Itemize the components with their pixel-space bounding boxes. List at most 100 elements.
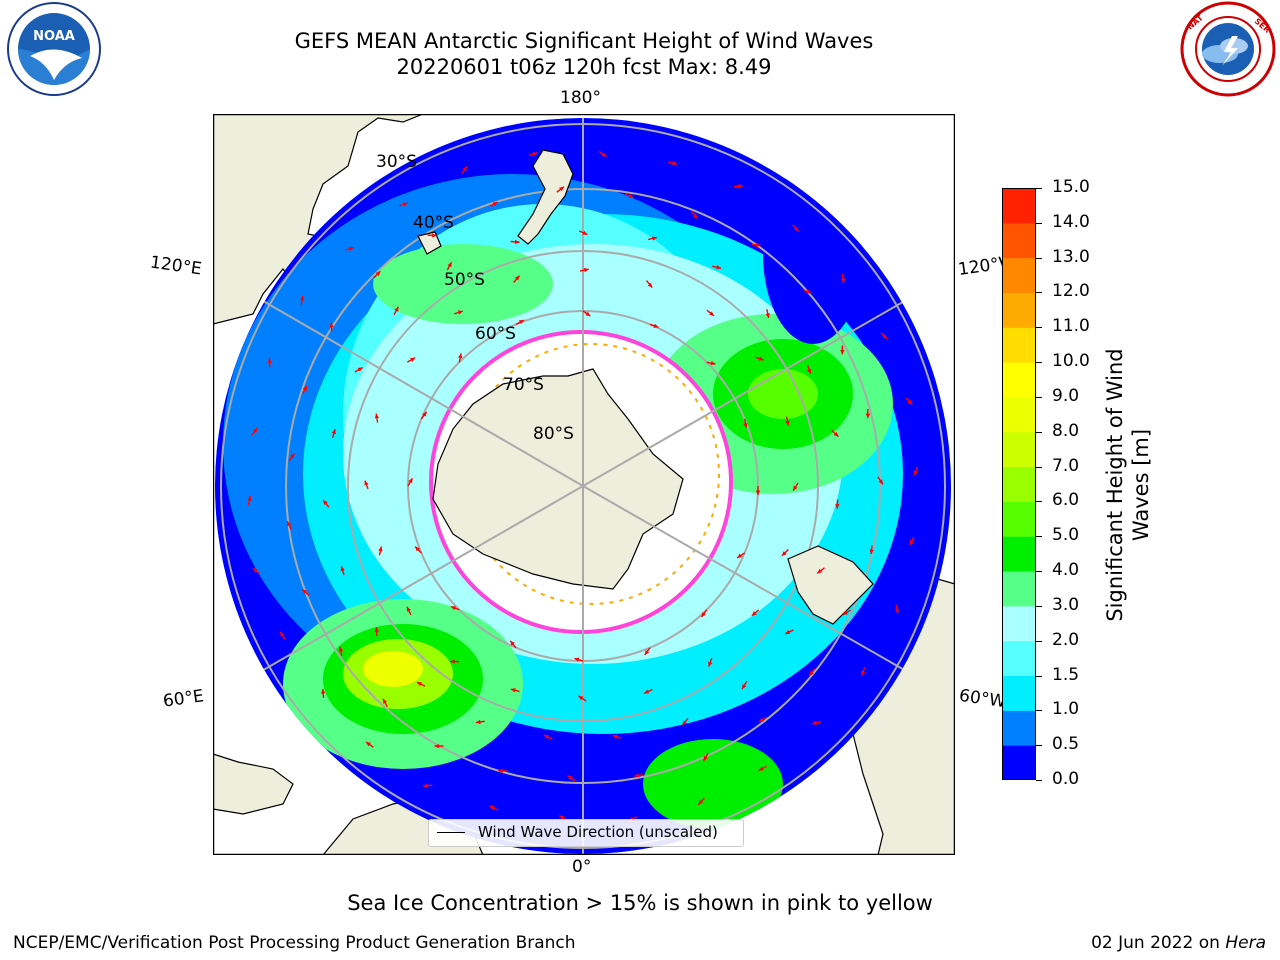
colorbar-tick-mark (1036, 501, 1042, 503)
colorbar-segment (1002, 362, 1036, 398)
wave-direction-arrowhead (758, 356, 764, 361)
wave-direction-arrowhead (357, 367, 363, 372)
wave-direction-arrowhead (299, 295, 305, 301)
wave-direction-arrowhead (340, 566, 345, 572)
footer-date-prefix: 02 Jun 2022 on (1091, 933, 1226, 953)
wave-direction-arrowhead (743, 423, 748, 428)
wave-direction-arrowhead (514, 239, 520, 245)
wave-direction-arrowhead (543, 735, 549, 739)
noaa-logo-text: NOAA (33, 29, 75, 44)
wave-direction-arrowhead (559, 186, 564, 192)
colorbar-tick-mark (1036, 396, 1042, 398)
wave-direction-arrowhead (514, 275, 520, 281)
colorbar-tick-label: 13.0 (1052, 246, 1090, 267)
colorbar-tick-label: 7.0 (1052, 455, 1080, 476)
colorbar-segment (1002, 501, 1036, 537)
wave-direction-arrowhead (634, 773, 639, 778)
wave-direction-arrowhead (422, 411, 427, 417)
footer-date: 02 Jun 2022 on Hera (1091, 933, 1266, 953)
wave-direction-arrowhead (737, 553, 743, 558)
polar-map (213, 114, 955, 855)
wave-direction-arrowhead (578, 696, 584, 701)
wave-direction-arrowhead (378, 546, 383, 552)
wave-direction-arrowhead (738, 184, 743, 189)
wave-direction-arrowhead (383, 698, 388, 704)
colorbar-tick-mark (1036, 431, 1042, 433)
wave-direction-arrowhead (462, 166, 467, 172)
wave-direction-arrowhead (708, 661, 713, 667)
colorbar-tick-mark (1036, 780, 1042, 781)
continents (417, 149, 874, 625)
wave-direction-arrowhead (394, 306, 399, 312)
wave-direction-arrowhead (510, 640, 515, 646)
colorbar-tick-label: 9.0 (1052, 385, 1080, 406)
wave-direction-arrowhead (450, 606, 456, 611)
colorbar-segment (1002, 710, 1036, 746)
wave-direction-arrowhead (894, 608, 900, 614)
wave-direction-arrowhead (672, 160, 678, 166)
wave-direction-arrowhead (710, 361, 716, 366)
antarctica (432, 368, 684, 590)
wave-direction-arrowhead (817, 568, 823, 574)
colorbar-segment (1002, 327, 1036, 363)
wind-wave-direction-arrows (247, 150, 919, 822)
wave-direction-arrowhead (364, 480, 369, 486)
colorbar-tick-label: 8.0 (1052, 420, 1080, 441)
wave-direction-arrowhead (323, 500, 328, 506)
wave-direction-arrowhead (785, 629, 791, 634)
colorbar-segment (1002, 675, 1036, 711)
wave-direction-arrowhead (532, 151, 538, 157)
wave-direction-arrowhead (252, 427, 258, 433)
colorbar-tick-label: 14.0 (1052, 211, 1090, 232)
wave-direction-arrowhead (806, 289, 812, 294)
wave-direction-arrowhead (447, 262, 452, 268)
colorbar-segment (1002, 431, 1036, 468)
wave-direction-arrowhead (612, 734, 618, 739)
wave-direction-arrowhead (475, 719, 481, 725)
wave-direction-arrowhead (559, 815, 565, 820)
wave-direction-arrowhead (498, 768, 503, 774)
colorbar-segment (1002, 571, 1036, 607)
colorbar-segment (1002, 396, 1036, 433)
colorbar-tick-mark (1036, 675, 1042, 677)
wave-direction-arrowhead (458, 353, 463, 359)
wave-direction-arrowhead (909, 539, 914, 545)
colorbar-tick-mark (1036, 605, 1042, 607)
lon-label-60e: 60°E (161, 686, 206, 712)
wave-direction-arrowhead (489, 806, 495, 810)
wave-direction-arrowhead (652, 236, 657, 241)
wave-direction-arrowhead (809, 670, 814, 676)
wave-direction-arrowhead (913, 470, 918, 476)
wave-direction-arrowhead (338, 646, 343, 652)
colorbar-segment (1002, 257, 1036, 293)
wave-direction-arrowhead (794, 226, 799, 232)
lat-label-70s: 70°S (503, 375, 544, 395)
lat-label-80s: 80°S (533, 424, 574, 444)
wave-direction-arrowhead (628, 193, 634, 198)
wave-direction-arrowhead (303, 385, 308, 391)
wave-direction-arrowhead (716, 265, 722, 270)
wave-direction-arrowhead (882, 334, 888, 339)
wave-direction-arrowhead (247, 496, 252, 502)
legend-label: Wind Wave Direction (unscaled) (478, 823, 718, 841)
wave-direction-arrowhead (807, 368, 812, 374)
wave-direction-arrowhead (840, 350, 845, 355)
wave-direction-arrowhead (492, 202, 498, 207)
colorbar-tick-mark (1036, 188, 1042, 189)
wave-direction-arrowhead (765, 313, 770, 319)
colorbar (1002, 188, 1036, 780)
sea-ice-note: Sea Ice Concentration > 15% is shown in … (347, 891, 933, 915)
legend-line-sample (437, 832, 465, 833)
map-legend: Wind Wave Direction (unscaled) (428, 819, 744, 847)
footer-host: Hera (1225, 933, 1266, 953)
wave-direction-arrowhead (861, 670, 866, 676)
wave-direction-arrowhead (751, 611, 757, 616)
wave-direction-arrowhead (434, 743, 440, 749)
wave-direction-arrowhead (793, 485, 798, 491)
wave-direction-arrowhead (267, 358, 272, 363)
graticule-meridians (215, 118, 951, 854)
colorbar-tick-mark (1036, 640, 1042, 642)
colorbar-tick-mark (1036, 745, 1042, 747)
colorbar-tick-mark (1036, 536, 1042, 538)
colorbar-tick-mark (1036, 292, 1042, 294)
